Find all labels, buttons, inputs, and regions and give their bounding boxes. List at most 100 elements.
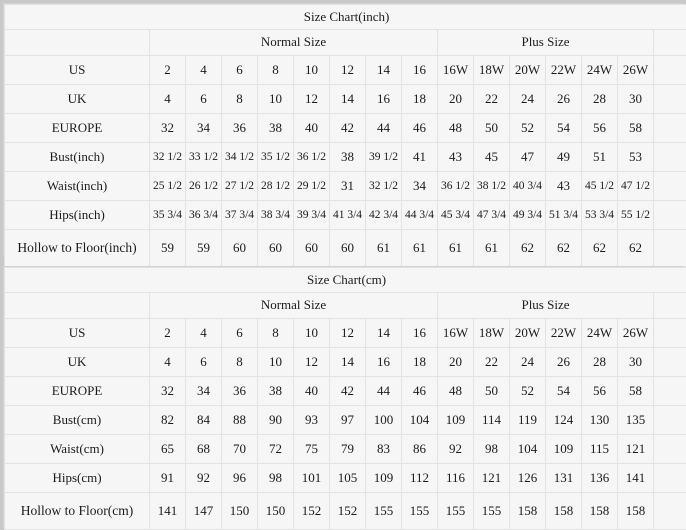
cell-pad <box>652 463 686 493</box>
cell-value: 155 <box>401 492 438 530</box>
cell-value: 97 <box>329 405 366 435</box>
cell-value: 155 <box>365 492 402 530</box>
cell-pad <box>652 113 686 143</box>
row-label-uk: UK <box>4 347 150 377</box>
cell-value: 158 <box>509 492 546 530</box>
table-row: EUROPE 32 34 36 38 40 42 44 46 48 50 52 54 56 58 <box>4 113 686 143</box>
cell-value: 20W <box>509 318 546 348</box>
cell-value: 4 <box>185 55 222 85</box>
cell-value: 61 <box>365 229 402 267</box>
cell-value: 24 <box>509 84 546 114</box>
group-header-row: Normal Size Plus Size <box>4 292 686 319</box>
cell-pad <box>652 200 686 230</box>
group-header-plus-size: Plus Size <box>437 292 654 319</box>
cell-value: 25 1/2 <box>149 171 186 201</box>
cell-value: 62 <box>581 229 618 267</box>
cell-value: 61 <box>401 229 438 267</box>
row-label-hipsinch: Hips(inch) <box>4 200 150 230</box>
cell-value: 28 <box>581 347 618 377</box>
cell-value: 38 3/4 <box>257 200 294 230</box>
size-chart-cm: Size Chart(cm) Normal Size Plus Size US 2 4 6 8… <box>3 266 686 530</box>
cell-value: 14 <box>329 347 366 377</box>
table-row: Bust(inch) 32 1/2 33 1/2 34 1/2 35 1/2 36 1/2… <box>4 142 686 172</box>
cell-value: 42 <box>329 376 366 406</box>
cell-pad <box>652 434 686 464</box>
cell-value: 36 3/4 <box>185 200 222 230</box>
cell-value: 4 <box>185 318 222 348</box>
cell-value: 104 <box>401 405 438 435</box>
cell-value: 4 <box>149 84 186 114</box>
cell-value: 141 <box>617 463 654 493</box>
cell-value: 43 <box>545 171 582 201</box>
cell-value: 88 <box>221 405 258 435</box>
table-row: Hollow to Floor(cm) 141 147 150 150 152 152 155… <box>4 492 686 530</box>
cell-value: 18W <box>473 318 510 348</box>
cell-value: 53 3/4 <box>581 200 618 230</box>
cell-value: 92 <box>437 434 474 464</box>
cell-value: 152 <box>293 492 330 530</box>
cell-value: 158 <box>545 492 582 530</box>
table-row: Waist(inch) 25 1/2 26 1/2 27 1/2 28 1/2 29 1/… <box>4 171 686 201</box>
cell-value: 114 <box>473 405 510 435</box>
cell-value: 22W <box>545 318 582 348</box>
cell-value: 10 <box>293 318 330 348</box>
row-label-waistcm: Waist(cm) <box>4 434 150 464</box>
cell-value: 26 <box>545 84 582 114</box>
cell-value: 32 <box>149 376 186 406</box>
cell-value: 158 <box>581 492 618 530</box>
cell-value: 34 1/2 <box>221 142 258 172</box>
cell-value: 130 <box>581 405 618 435</box>
cell-value: 16 <box>365 84 402 114</box>
cell-value: 44 <box>365 376 402 406</box>
cell-value: 56 <box>581 376 618 406</box>
cell-value: 48 <box>437 376 474 406</box>
cell-value: 16W <box>437 55 474 85</box>
cell-value: 36 <box>221 376 258 406</box>
cell-value: 109 <box>365 463 402 493</box>
cell-value: 18W <box>473 55 510 85</box>
cell-value: 152 <box>329 492 366 530</box>
cell-value: 50 <box>473 376 510 406</box>
cell-value: 31 <box>329 171 366 201</box>
cell-value: 22 <box>473 347 510 377</box>
cell-value: 98 <box>257 463 294 493</box>
group-header-plus-size: Plus Size <box>437 29 654 56</box>
chart-title: Size Chart(inch) <box>3 4 686 30</box>
row-label-europe: EUROPE <box>4 376 150 406</box>
cell-value: 30 <box>617 84 654 114</box>
cell-value: 8 <box>221 84 258 114</box>
cell-value: 60 <box>329 229 366 267</box>
cell-value: 32 1/2 <box>149 142 186 172</box>
cell-value: 158 <box>617 492 654 530</box>
cell-value: 40 <box>293 113 330 143</box>
cell-value: 40 3/4 <box>509 171 546 201</box>
cell-value: 36 1/2 <box>437 171 474 201</box>
size-table: Size Chart(inch) Normal Size Plus Size US 2 4… <box>3 4 686 267</box>
cell-value: 121 <box>473 463 510 493</box>
cell-value: 50 <box>473 113 510 143</box>
cell-value: 26W <box>617 55 654 85</box>
cell-pad <box>652 55 686 85</box>
row-label-uk: UK <box>4 84 150 114</box>
cell-value: 52 <box>509 376 546 406</box>
cell-value: 38 <box>257 376 294 406</box>
cell-value: 42 <box>329 113 366 143</box>
table-row: EUROPE 32 34 36 38 40 42 44 46 48 50 52 54 56 58 <box>4 376 686 406</box>
cell-value: 16W <box>437 318 474 348</box>
cell-value: 112 <box>401 463 438 493</box>
cell-value: 26W <box>617 318 654 348</box>
cell-value: 24 <box>509 347 546 377</box>
cell-value: 26 1/2 <box>185 171 222 201</box>
cell-value: 12 <box>329 318 366 348</box>
cell-value: 39 3/4 <box>293 200 330 230</box>
cell-value: 109 <box>437 405 474 435</box>
cell-value: 150 <box>221 492 258 530</box>
cell-value: 116 <box>437 463 474 493</box>
table-row: UK 4 6 8 10 12 14 16 18 20 22 24 26 28 30 <box>4 347 686 377</box>
cell-value: 20 <box>437 347 474 377</box>
cell-value: 83 <box>365 434 402 464</box>
row-label-us: US <box>4 55 150 85</box>
cell-value: 121 <box>617 434 654 464</box>
cell-value: 12 <box>293 347 330 377</box>
cell-value: 91 <box>149 463 186 493</box>
